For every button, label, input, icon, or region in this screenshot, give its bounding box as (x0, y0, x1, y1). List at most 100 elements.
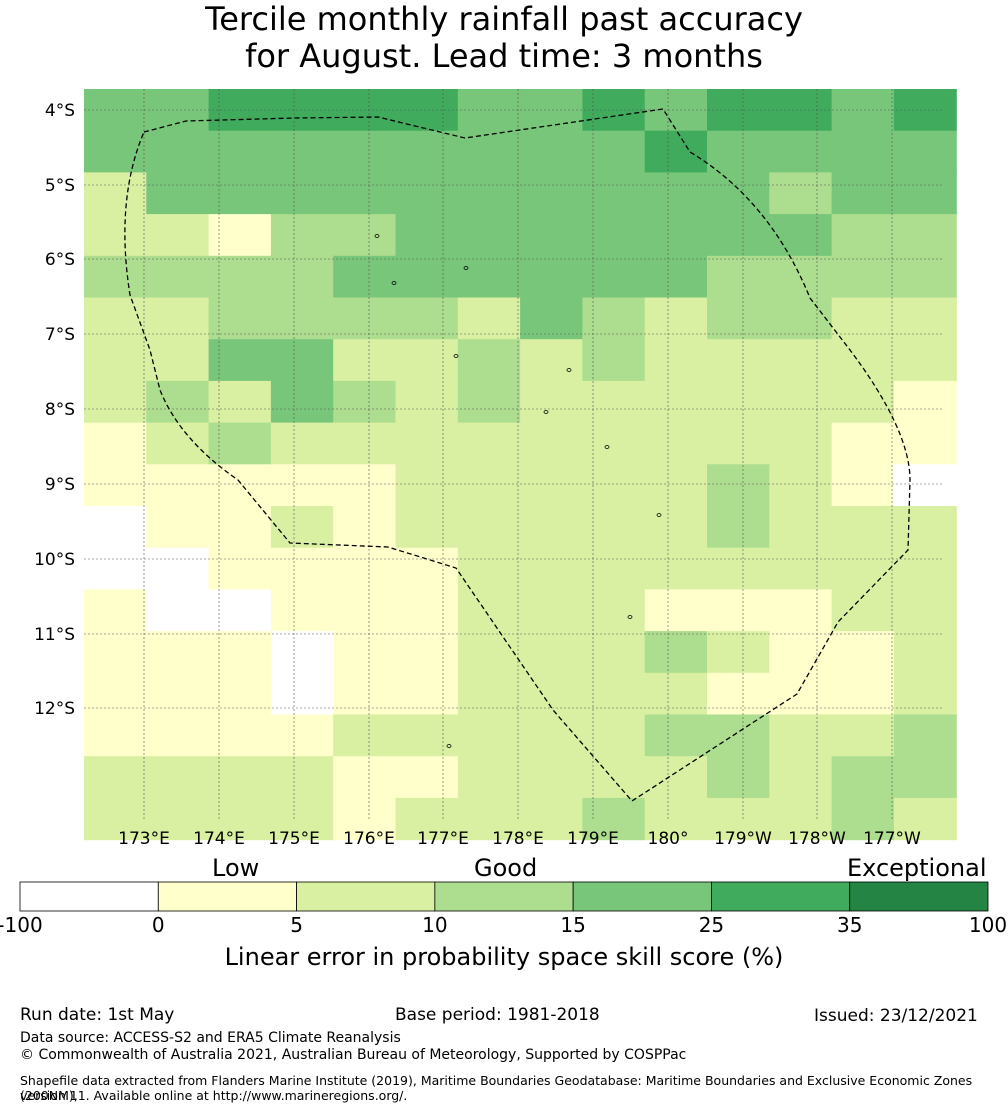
colorbar-bin (296, 881, 436, 912)
map-cell (395, 130, 459, 173)
longitude-label: 177°W (863, 829, 921, 849)
map-cell (84, 714, 147, 757)
latitude-label: 7°S (45, 325, 75, 345)
island-outline (453, 354, 459, 358)
colorbar-tick-label: 25 (698, 913, 725, 937)
map-cell (893, 464, 957, 507)
island-outline (656, 513, 662, 517)
colorbar-bin (849, 881, 989, 912)
map-cell (84, 464, 147, 507)
map-cell (457, 672, 521, 716)
map-cell (893, 380, 957, 424)
map-cell (707, 672, 770, 716)
map-cell (893, 547, 957, 590)
map-cell (644, 714, 708, 757)
map-cell (146, 172, 210, 215)
map-cell (831, 380, 895, 424)
map-cell (520, 547, 583, 590)
map-cell (831, 297, 895, 340)
map-graticule (84, 89, 944, 821)
map-cell (831, 506, 895, 549)
map-cell (707, 172, 770, 215)
map-cell (893, 172, 957, 215)
longitude-labels: 173°E 174°E 175°E 176°E 177°E 178°E 179°E 180° 1… (118, 829, 921, 849)
map-cell (644, 380, 708, 424)
map-cell (457, 214, 521, 257)
longitude-label: 179°E (567, 829, 619, 849)
map-cell (333, 506, 397, 549)
map-cell (395, 297, 459, 340)
map-cell (769, 464, 833, 507)
map-cell (769, 214, 833, 257)
map-cell (582, 589, 646, 632)
map-cell (582, 797, 646, 841)
map-cell (893, 214, 957, 257)
latitude-label: 10°S (34, 550, 75, 570)
map-cell (582, 297, 646, 340)
map-cell (84, 797, 147, 841)
shapefile-credit-line2: version 11. Available online at http://w… (20, 1088, 408, 1103)
latitude-labels: 4°S 5°S 6°S 7°S 8°S 9°S 10°S 11°S 12°S (34, 101, 75, 719)
map-cell (644, 464, 708, 507)
longitude-label: 178°W (788, 829, 846, 849)
map-cell (831, 714, 895, 757)
longitude-label: 176°E (343, 829, 395, 849)
map-cell (769, 672, 833, 716)
map-cell (457, 797, 521, 841)
map-cell (893, 797, 957, 841)
map-cell (769, 339, 833, 382)
map-cell (769, 172, 833, 215)
island-outline (543, 410, 549, 414)
map-cell (582, 464, 646, 507)
latitude-label: 6°S (45, 250, 75, 270)
category-low: Low (212, 854, 260, 882)
longitude-label: 177°E (417, 829, 469, 849)
map-cell (831, 339, 895, 382)
map-cell (146, 297, 210, 340)
colorbar-tick-label: 5 (290, 913, 303, 937)
colorbar-bin (711, 881, 851, 912)
map-cell (270, 797, 334, 841)
map-cell (146, 631, 210, 674)
map-cell (644, 255, 708, 299)
map-cell (707, 631, 770, 674)
shapefile-credit-line1: Shapefile data extracted from Flanders M… (20, 1073, 973, 1103)
map-cell (457, 506, 521, 549)
map-cell (769, 797, 833, 841)
map-cell (208, 255, 272, 299)
map-cell (146, 672, 210, 716)
map-cell (270, 547, 334, 590)
map-cell (769, 589, 833, 632)
map-cell (208, 631, 272, 674)
map-cell (395, 339, 459, 382)
map-cell (208, 547, 272, 590)
map-cell (84, 422, 147, 465)
map-cell (707, 756, 770, 799)
map-cell (84, 130, 147, 173)
map-cell (707, 797, 770, 841)
map-cell (333, 464, 397, 507)
map-cell (333, 172, 397, 215)
map-cell (582, 339, 646, 382)
map-cell (582, 172, 646, 215)
map-cell (644, 339, 708, 382)
map-cell (582, 380, 646, 424)
map-cell (84, 297, 147, 340)
map-cell (457, 172, 521, 215)
map-cell (520, 380, 583, 424)
map-cell (84, 255, 147, 299)
map-cell (146, 756, 210, 799)
map-cell (457, 756, 521, 799)
map-cell (395, 589, 459, 632)
colorbar-bin (157, 881, 297, 912)
map-cell (208, 422, 272, 465)
longitude-label: 180° (648, 829, 689, 849)
latitude-label: 12°S (34, 699, 75, 719)
map-cell (457, 631, 521, 674)
base-period: Base period: 1981-2018 (395, 1005, 600, 1025)
map-cell (582, 672, 646, 716)
map-cell (395, 756, 459, 799)
map-cell (644, 214, 708, 257)
map-cell (208, 464, 272, 507)
map-cell (769, 631, 833, 674)
